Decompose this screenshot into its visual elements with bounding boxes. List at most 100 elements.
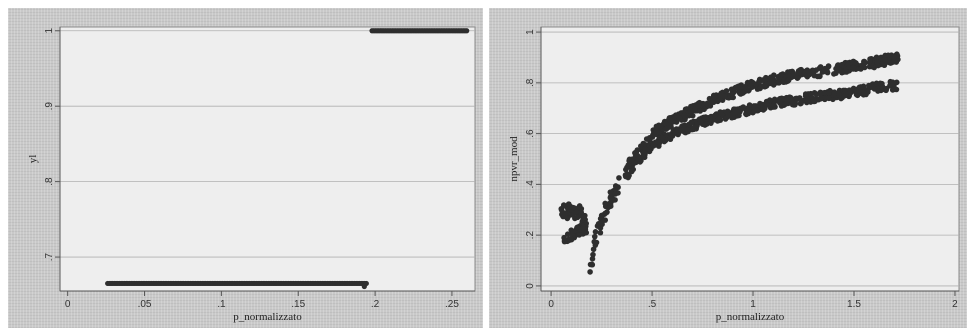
- data-point: [885, 59, 892, 66]
- data-point: [831, 71, 837, 77]
- data-point: [754, 107, 760, 114]
- y-tick-label: .8: [525, 78, 536, 87]
- data-point: [732, 84, 739, 91]
- data-point: [681, 112, 688, 119]
- data-point: [659, 134, 666, 141]
- data-point: [667, 116, 673, 123]
- data-point: [602, 200, 608, 207]
- data-point: [669, 133, 676, 139]
- data-point: [641, 150, 647, 156]
- data-point: [863, 91, 869, 98]
- data-point: [798, 99, 804, 106]
- data-point: [587, 261, 594, 268]
- data-point: [795, 69, 802, 76]
- data-point: [589, 256, 596, 262]
- data-point: [607, 203, 614, 209]
- data-point: [748, 78, 755, 85]
- data-point: [624, 164, 630, 171]
- data-point: [714, 98, 721, 105]
- data-point: [780, 79, 787, 86]
- data-point: [740, 104, 747, 110]
- data-point: [817, 64, 824, 70]
- data-point: [770, 77, 777, 83]
- plot-area: [540, 26, 960, 292]
- data-point: [842, 87, 848, 94]
- x-tick-label: 0: [548, 299, 554, 310]
- data-point: [685, 127, 691, 133]
- data-point: [810, 96, 817, 103]
- y-tick-label: .6: [525, 129, 536, 138]
- data-point: [633, 149, 640, 155]
- data-point: [893, 79, 900, 86]
- data-point: [570, 204, 577, 211]
- x-tick-label: 0: [65, 299, 71, 310]
- data-point: [591, 233, 598, 240]
- data-point: [721, 93, 728, 100]
- data-point: [717, 109, 724, 115]
- data-point: [889, 79, 896, 85]
- y-tick-label: 1: [525, 29, 536, 35]
- data-point: [881, 62, 888, 69]
- data-point: [843, 69, 850, 75]
- data-point: [811, 72, 818, 79]
- y-axis-title: yl: [27, 155, 39, 164]
- data-point: [817, 73, 823, 79]
- y-tick-label: .4: [525, 180, 536, 189]
- data-point: [656, 139, 663, 146]
- data-point: [835, 66, 842, 73]
- data-point: [565, 201, 572, 207]
- data-point: [764, 102, 770, 108]
- y-tick-label: .2: [525, 231, 536, 240]
- data-point: [622, 173, 629, 180]
- data-point: [581, 230, 588, 236]
- x-tick-label: .2: [371, 299, 380, 310]
- data-point: [725, 112, 731, 118]
- data-point: [653, 128, 660, 135]
- data-point: [590, 251, 596, 258]
- data-point: [890, 59, 897, 65]
- x-tick-label: .1: [217, 299, 226, 310]
- x-tick-label: 1: [750, 299, 756, 310]
- data-point: [676, 115, 683, 122]
- data-point: [786, 77, 792, 83]
- data-point: [825, 90, 832, 96]
- data-point: [761, 76, 768, 83]
- data-point: [815, 96, 822, 103]
- data-point: [590, 246, 597, 253]
- data-point: [710, 94, 717, 100]
- data-point: [850, 64, 857, 71]
- data-point: [464, 28, 470, 34]
- data-point: [776, 98, 783, 105]
- data-point: [852, 59, 858, 66]
- data-point: [561, 213, 568, 220]
- data-point: [745, 107, 751, 114]
- data-point: [607, 189, 614, 195]
- data-point: [640, 141, 647, 148]
- data-point: [594, 223, 601, 229]
- data-point: [705, 102, 712, 109]
- data-point: [805, 71, 812, 78]
- data-point: [778, 103, 785, 109]
- data-point: [662, 120, 669, 127]
- data-point: [845, 61, 851, 68]
- x-tick-label: .25: [445, 299, 459, 310]
- data-point: [576, 232, 583, 238]
- chart-panel-left: .7 .8 .9 1 0 .05 .1 .15 .2 .25 p_normalizzato yl: [8, 8, 483, 328]
- data-point: [580, 225, 586, 232]
- data-point: [802, 93, 809, 99]
- data-point: [361, 283, 367, 290]
- x-tick-label: .05: [138, 299, 152, 310]
- data-point: [871, 86, 878, 92]
- data-point: [629, 156, 635, 163]
- x-tick-label: .15: [291, 299, 305, 310]
- data-point: [560, 202, 567, 208]
- data-point: [592, 229, 599, 235]
- data-point: [689, 112, 696, 119]
- plot-area: [59, 26, 476, 292]
- scatter-plot-npvr-mod: 0 .2 .4 .6 .8 1 0 .5 1 1.5 2 p_normalizzato npvr_mod: [508, 26, 960, 323]
- data-point: [701, 106, 707, 113]
- data-point: [873, 80, 880, 87]
- data-point: [842, 92, 848, 99]
- data-point: [616, 175, 622, 181]
